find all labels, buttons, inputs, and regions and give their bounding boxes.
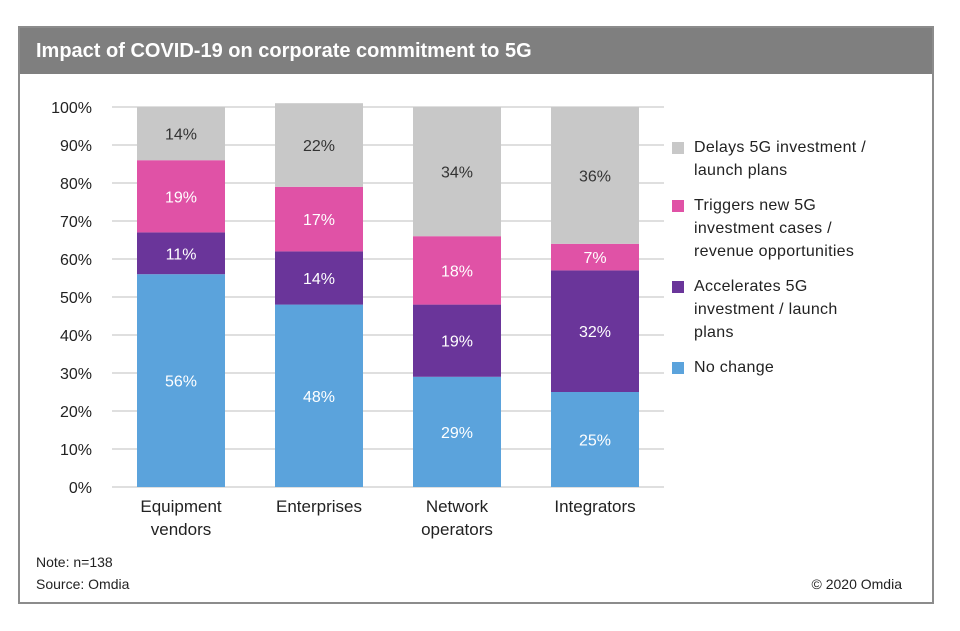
data-label: 17% bbox=[303, 212, 335, 229]
y-tick-label: 60% bbox=[60, 252, 92, 269]
bar-segment bbox=[275, 251, 363, 305]
legend-swatch bbox=[672, 281, 684, 293]
bar-segment bbox=[275, 304, 363, 487]
data-label: 36% bbox=[579, 168, 611, 185]
legend-item: Triggers new 5G investment cases / revenue… bbox=[672, 194, 902, 263]
bar-segment bbox=[137, 160, 225, 233]
x-category-label: Equipment bbox=[140, 497, 222, 516]
legend-item: Accelerates 5G investment / launch plans bbox=[672, 275, 902, 344]
bar-segment bbox=[551, 392, 639, 487]
data-label: 29% bbox=[441, 425, 473, 442]
data-label: 48% bbox=[303, 389, 335, 406]
y-tick-label: 100% bbox=[51, 100, 92, 117]
x-category-label: operators bbox=[421, 520, 493, 539]
legend-label-line: Delays 5G investment / bbox=[694, 139, 866, 156]
x-category-label: Network bbox=[426, 497, 489, 516]
chart-title: Impact of COVID-19 on corporate commitme… bbox=[20, 28, 932, 74]
note-text: Note: n=138 bbox=[36, 554, 113, 570]
data-label: 19% bbox=[165, 189, 197, 206]
legend-swatch bbox=[672, 362, 684, 374]
y-tick-label: 10% bbox=[60, 442, 92, 459]
y-tick-label: 70% bbox=[60, 214, 92, 231]
x-category-label: Enterprises bbox=[276, 497, 362, 516]
bar-segment bbox=[413, 304, 501, 377]
copyright-text: © 2020 Omdia bbox=[811, 576, 902, 592]
y-tick-label: 90% bbox=[60, 138, 92, 155]
bar-segment bbox=[137, 274, 225, 487]
x-category-label: Integrators bbox=[554, 497, 635, 516]
data-label: 56% bbox=[165, 374, 197, 391]
legend-label-line: Accelerates 5G bbox=[694, 278, 808, 295]
bar-segment bbox=[551, 270, 639, 392]
legend-item: No change bbox=[672, 356, 902, 379]
y-tick-label: 50% bbox=[60, 290, 92, 307]
data-label: 11% bbox=[166, 246, 197, 263]
source-text: Source: Omdia bbox=[36, 576, 130, 592]
data-label: 14% bbox=[303, 271, 335, 288]
y-tick-label: 30% bbox=[60, 366, 92, 383]
legend-label-line: plans bbox=[694, 324, 734, 341]
legend-swatch bbox=[672, 142, 684, 154]
data-label: 32% bbox=[579, 324, 611, 341]
bar-segment bbox=[551, 107, 639, 244]
y-tick-label: 0% bbox=[69, 480, 92, 497]
data-label: 25% bbox=[579, 433, 611, 450]
bar-segment bbox=[413, 107, 501, 237]
data-label: 7% bbox=[583, 250, 606, 267]
legend-label-line: Triggers new 5G bbox=[694, 197, 817, 214]
data-label: 19% bbox=[441, 334, 473, 351]
legend-item: Delays 5G investment / launch plans bbox=[672, 136, 902, 182]
bar-segment bbox=[275, 186, 363, 252]
chart-legend: Delays 5G investment / launch plans Trigge… bbox=[672, 136, 902, 391]
legend-swatch bbox=[672, 200, 684, 212]
data-label: 22% bbox=[303, 138, 335, 155]
legend-label-line: revenue opportunities bbox=[694, 243, 855, 260]
x-category-label: vendors bbox=[151, 520, 211, 539]
legend-label-line: No change bbox=[694, 359, 775, 376]
y-tick-label: 40% bbox=[60, 328, 92, 345]
data-label: 34% bbox=[441, 165, 473, 182]
legend-label-line: investment / launch bbox=[694, 301, 838, 318]
bar-segment bbox=[137, 232, 225, 275]
legend-label-line: launch plans bbox=[694, 162, 788, 179]
bar-segment bbox=[551, 243, 639, 271]
data-label: 14% bbox=[165, 127, 197, 144]
bar-segment bbox=[413, 236, 501, 305]
y-tick-label: 20% bbox=[60, 404, 92, 421]
data-label: 18% bbox=[441, 263, 473, 280]
bar-segment bbox=[137, 107, 225, 161]
bar-segment bbox=[413, 376, 501, 487]
y-tick-label: 80% bbox=[60, 176, 92, 193]
legend-label-line: investment cases / bbox=[694, 220, 832, 237]
bar-segment bbox=[275, 103, 363, 187]
